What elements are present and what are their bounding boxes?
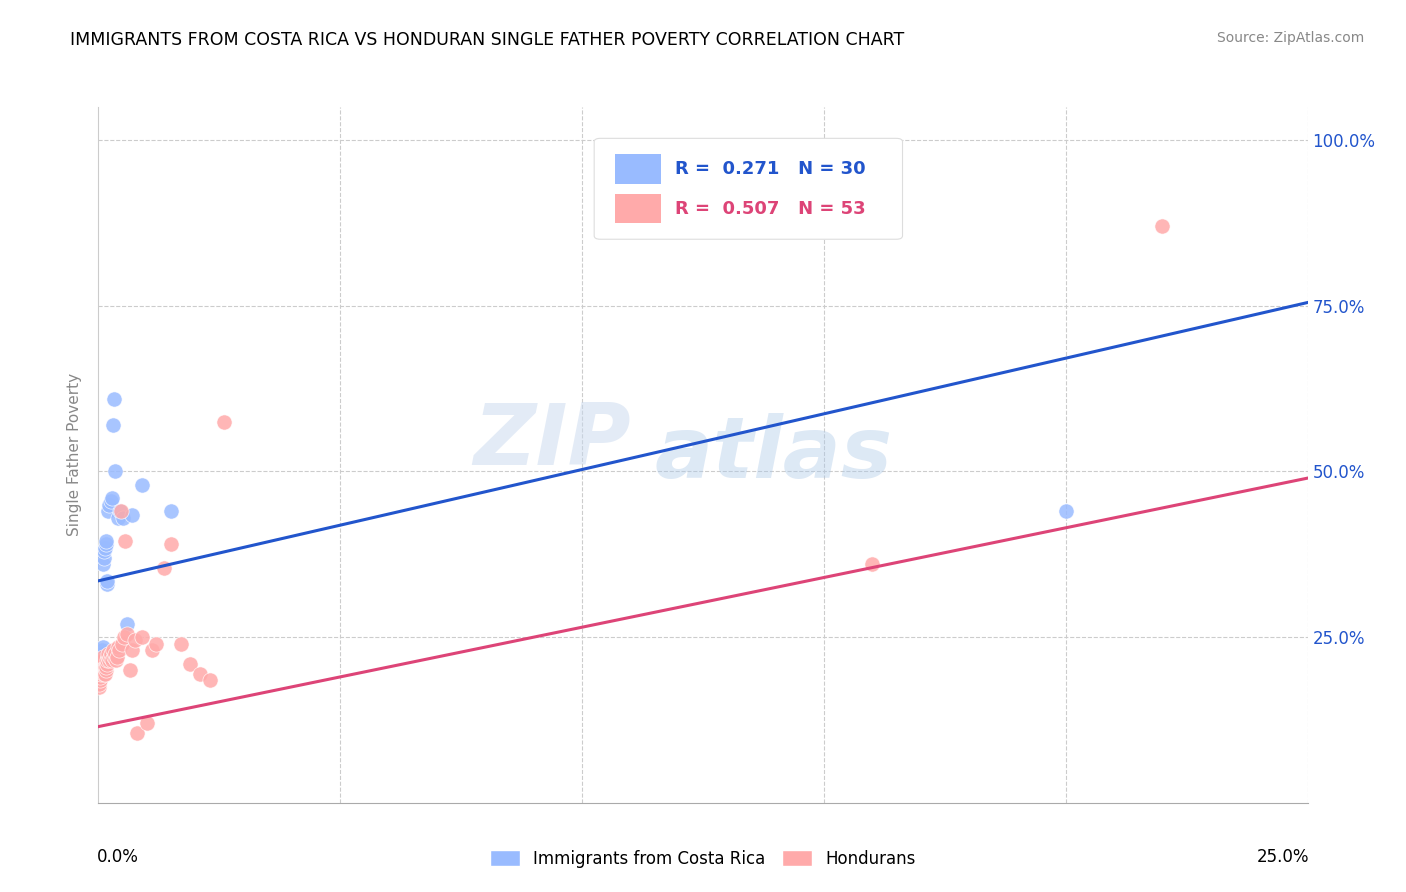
- Point: [105, 650, 128, 665]
- Point: [93, 663, 115, 677]
- Point: [98, 498, 121, 512]
- Point: [97, 647, 120, 661]
- Point: [145, 637, 167, 651]
- Point: [107, 640, 129, 654]
- Point: [141, 643, 163, 657]
- Point: [96, 653, 118, 667]
- Point: [103, 392, 125, 406]
- Point: [96, 534, 118, 549]
- Point: [104, 653, 127, 667]
- Point: [93, 550, 115, 565]
- Point: [90, 647, 112, 661]
- Point: [121, 508, 143, 522]
- Point: [90, 650, 112, 665]
- Point: [91, 643, 114, 657]
- Point: [114, 534, 136, 549]
- Point: [89, 673, 111, 688]
- Point: [104, 647, 127, 661]
- Legend: Immigrants from Costa Rica, Hondurans: Immigrants from Costa Rica, Hondurans: [484, 843, 922, 874]
- Point: [124, 633, 146, 648]
- Point: [89, 676, 111, 690]
- Point: [96, 660, 118, 674]
- Point: [101, 653, 124, 667]
- Point: [152, 560, 174, 574]
- Point: [111, 511, 134, 525]
- Point: [101, 491, 124, 505]
- Y-axis label: Single Father Poverty: Single Father Poverty: [67, 374, 83, 536]
- Point: [87, 680, 110, 694]
- Point: [94, 663, 117, 677]
- Point: [111, 637, 134, 651]
- Text: 25.0%: 25.0%: [1257, 848, 1309, 866]
- FancyBboxPatch shape: [595, 138, 903, 239]
- Point: [91, 650, 114, 665]
- Point: [91, 640, 114, 654]
- Point: [93, 660, 115, 674]
- Point: [90, 663, 112, 677]
- Point: [90, 660, 112, 674]
- Point: [98, 650, 121, 665]
- Point: [90, 653, 112, 667]
- Point: [100, 647, 122, 661]
- Point: [91, 653, 114, 667]
- Point: [96, 657, 118, 671]
- Point: [160, 537, 183, 551]
- Point: [131, 630, 153, 644]
- Point: [93, 544, 115, 558]
- Point: [94, 537, 117, 551]
- Point: [91, 558, 114, 572]
- Text: R =  0.507   N = 53: R = 0.507 N = 53: [675, 200, 866, 218]
- Point: [188, 666, 211, 681]
- Point: [97, 650, 120, 665]
- Text: IMMIGRANTS FROM COSTA RICA VS HONDURAN SINGLE FATHER POVERTY CORRELATION CHART: IMMIGRANTS FROM COSTA RICA VS HONDURAN S…: [70, 31, 904, 49]
- Point: [860, 558, 883, 572]
- Point: [108, 504, 131, 518]
- Point: [89, 670, 111, 684]
- Point: [160, 504, 183, 518]
- Point: [212, 415, 235, 429]
- Point: [89, 657, 111, 671]
- Point: [93, 541, 115, 555]
- Point: [117, 616, 139, 631]
- Point: [93, 666, 115, 681]
- Point: [169, 637, 191, 651]
- Point: [96, 577, 118, 591]
- Point: [101, 643, 124, 657]
- Point: [104, 465, 127, 479]
- Point: [118, 663, 141, 677]
- Point: [90, 666, 112, 681]
- Point: [198, 673, 221, 688]
- Text: R =  0.271   N = 30: R = 0.271 N = 30: [675, 160, 866, 178]
- Point: [98, 653, 121, 667]
- Point: [91, 657, 114, 671]
- Point: [135, 716, 157, 731]
- Point: [112, 630, 135, 644]
- Point: [107, 511, 129, 525]
- Point: [121, 643, 143, 657]
- Text: ZIP: ZIP: [472, 400, 630, 483]
- Point: [103, 650, 125, 665]
- Point: [1054, 504, 1077, 518]
- Text: 0.0%: 0.0%: [97, 848, 139, 866]
- Point: [96, 574, 118, 588]
- Point: [94, 666, 117, 681]
- Text: atlas: atlas: [655, 413, 893, 497]
- Point: [117, 627, 139, 641]
- Point: [108, 643, 131, 657]
- Point: [101, 418, 124, 433]
- Point: [89, 666, 111, 681]
- Point: [100, 494, 122, 508]
- Point: [97, 504, 120, 518]
- Point: [1152, 219, 1174, 234]
- Point: [131, 477, 153, 491]
- FancyBboxPatch shape: [614, 194, 661, 223]
- Point: [110, 504, 132, 518]
- FancyBboxPatch shape: [614, 154, 661, 184]
- Point: [127, 726, 149, 740]
- Text: Source: ZipAtlas.com: Source: ZipAtlas.com: [1216, 31, 1364, 45]
- Point: [179, 657, 201, 671]
